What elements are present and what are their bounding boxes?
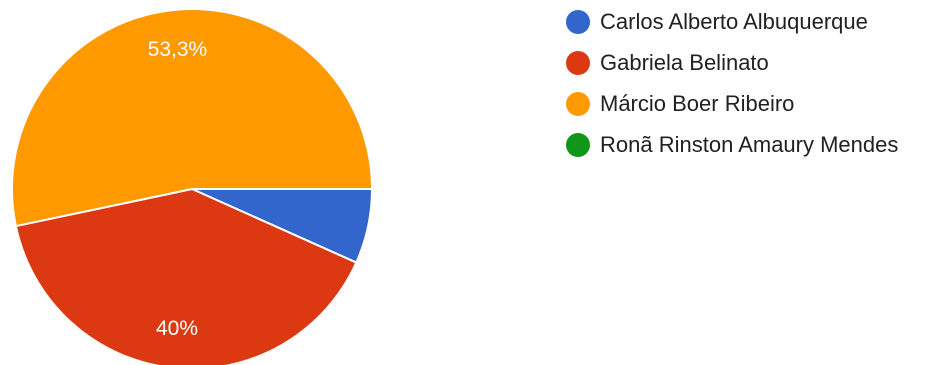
pie-slices: [11, 8, 373, 365]
legend: Carlos Alberto Albuquerque Gabriela Beli…: [566, 8, 898, 172]
legend-label-rona: Ronã Rinston Amaury Mendes: [600, 131, 899, 157]
legend-swatch-marcio: [566, 91, 590, 116]
legend-label-gabriela: Gabriela Belinato: [600, 49, 769, 75]
data-label-gabriela: 40%: [156, 317, 198, 340]
legend-swatch-rona: [566, 132, 590, 157]
pie-slice-marcio[interactable]: [11, 8, 373, 228]
legend-item-gabriela[interactable]: Gabriela Belinato: [566, 49, 898, 76]
legend-swatch-gabriela: [566, 50, 590, 75]
legend-item-carlos[interactable]: Carlos Alberto Albuquerque: [566, 8, 898, 35]
legend-item-marcio[interactable]: Márcio Boer Ribeiro: [566, 90, 898, 117]
pie-slice-gabriela[interactable]: [14, 188, 358, 365]
data-label-marcio: 53,3%: [148, 38, 208, 61]
legend-label-marcio: Márcio Boer Ribeiro: [600, 90, 795, 116]
legend-item-rona[interactable]: Ronã Rinston Amaury Mendes: [566, 131, 898, 158]
legend-label-carlos: Carlos Alberto Albuquerque: [600, 8, 868, 34]
legend-swatch-carlos: [566, 9, 590, 34]
pie-data-labels: 40% 53,3%: [148, 38, 208, 340]
